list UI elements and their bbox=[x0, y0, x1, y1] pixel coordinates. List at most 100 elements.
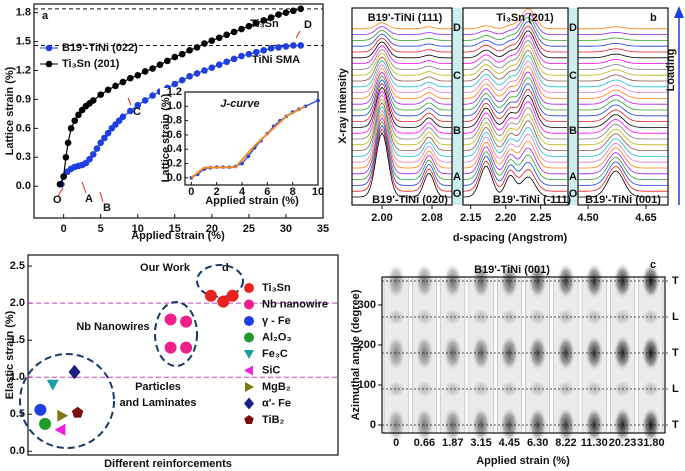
x-tick-label: 5 bbox=[98, 223, 104, 235]
x-tick-label: 0 bbox=[61, 223, 67, 235]
data-point bbox=[119, 78, 127, 86]
data-point bbox=[260, 46, 268, 54]
annotation: Ti₃Sn bbox=[250, 18, 279, 30]
y-tick-label: 0.6 bbox=[167, 129, 182, 141]
diffraction-profile bbox=[352, 90, 452, 134]
y-tick-label: 0.3 bbox=[16, 151, 31, 163]
diffraction-profile bbox=[578, 119, 668, 134]
diffraction-profile bbox=[463, 60, 567, 93]
arrow-label: Loading bbox=[665, 49, 677, 92]
diffraction-profile bbox=[578, 133, 668, 151]
segment-frame bbox=[351, 7, 453, 206]
data-point bbox=[180, 341, 193, 354]
intensity-blob bbox=[556, 407, 576, 443]
inset-x-title: Applied strain (%) bbox=[205, 195, 299, 207]
diffraction-profile bbox=[352, 117, 452, 175]
data-point bbox=[238, 25, 245, 33]
peak-label: B19'-TiNi (020) bbox=[372, 194, 448, 206]
stage-label: D bbox=[569, 22, 577, 34]
legend-marker bbox=[244, 299, 254, 310]
data-point bbox=[297, 5, 305, 13]
x-tick-label: 0 bbox=[188, 186, 194, 198]
x-tick-label: 20.23 bbox=[609, 437, 637, 449]
diffraction-profile bbox=[578, 58, 668, 64]
data-point bbox=[230, 28, 238, 36]
plot-frame bbox=[381, 276, 666, 434]
diffraction-profile bbox=[463, 113, 567, 146]
intensity-blob bbox=[443, 380, 462, 398]
annotation: D bbox=[304, 19, 312, 31]
y-axis-title: Azimuthal angle (degree) bbox=[350, 289, 362, 420]
diffraction-profile bbox=[463, 133, 567, 163]
x-tick-label: 4.65 bbox=[635, 212, 656, 224]
diffraction-profile bbox=[352, 105, 452, 157]
diffraction-profile bbox=[352, 71, 452, 105]
y-tick-label: 1.2 bbox=[16, 64, 31, 76]
annotation-arrow bbox=[57, 187, 64, 197]
intensity-blob bbox=[386, 407, 406, 443]
data-point bbox=[62, 153, 70, 161]
data-point bbox=[316, 98, 320, 103]
annotation: O bbox=[53, 194, 62, 206]
y-tick-label: 0 bbox=[370, 419, 376, 431]
diffraction-profile bbox=[463, 127, 567, 157]
y-tick-label: 0.9 bbox=[16, 93, 31, 105]
stage-label: C bbox=[453, 70, 461, 82]
data-point bbox=[101, 134, 108, 142]
data-point bbox=[112, 82, 119, 90]
diffraction-profile bbox=[352, 41, 452, 59]
legend-label: γ - Fe bbox=[262, 315, 291, 327]
data-point bbox=[267, 14, 275, 21]
intensity-blob bbox=[443, 308, 462, 326]
annotation-arrow bbox=[295, 30, 301, 39]
diffraction-profile bbox=[463, 16, 567, 41]
x-tick-label: 10 bbox=[132, 223, 144, 235]
x-tick-label: 6 bbox=[264, 186, 270, 198]
data-point bbox=[93, 145, 101, 152]
x-tick-label: 8 bbox=[290, 186, 296, 198]
intensity-blob bbox=[556, 308, 576, 326]
diffraction-profile bbox=[578, 64, 668, 70]
data-point bbox=[267, 45, 275, 52]
legend-marker bbox=[45, 44, 53, 52]
x-tick-label: 2.08 bbox=[421, 212, 442, 224]
diffraction-profile bbox=[578, 37, 668, 41]
data-point bbox=[290, 42, 297, 49]
intensity-blob bbox=[415, 407, 434, 443]
y-tick-label: 2.0 bbox=[10, 297, 25, 309]
data-point bbox=[104, 129, 112, 137]
peak-label: B19'-TiNi (-111) bbox=[493, 194, 572, 206]
annotation: A bbox=[85, 193, 93, 205]
stage-label: C bbox=[569, 70, 577, 82]
diffraction-profile bbox=[578, 79, 668, 88]
section-gap bbox=[568, 8, 578, 205]
legend-marker bbox=[244, 397, 254, 410]
x-tick-label: 20 bbox=[206, 223, 218, 235]
diffraction-profile bbox=[352, 132, 452, 198]
diffraction-profile bbox=[578, 69, 668, 76]
legend-label: Al₂O₃ bbox=[262, 331, 292, 343]
data-point bbox=[127, 74, 134, 82]
data-point bbox=[54, 423, 66, 436]
data-point bbox=[282, 9, 290, 16]
data-point bbox=[282, 43, 290, 50]
panel-label: c bbox=[650, 259, 656, 271]
intensity-blob bbox=[471, 308, 491, 326]
diffraction-profile bbox=[463, 40, 567, 70]
diffraction-profile bbox=[463, 71, 567, 105]
diffraction-profile bbox=[463, 8, 567, 30]
intensity-blob bbox=[528, 335, 547, 371]
diffraction-profile bbox=[463, 50, 567, 82]
x-tick-label: 0.66 bbox=[414, 437, 435, 449]
data-point bbox=[34, 403, 47, 416]
diffraction-profile bbox=[463, 156, 567, 186]
intensity-blob bbox=[415, 263, 434, 299]
intensity-blob bbox=[415, 335, 434, 371]
data-point bbox=[67, 125, 75, 132]
stage-label: O bbox=[453, 188, 462, 200]
diffraction-profile bbox=[578, 142, 668, 163]
intensity-blob bbox=[415, 380, 434, 398]
intensity-blob bbox=[471, 335, 491, 371]
y-tick-label: 1.5 bbox=[16, 36, 31, 48]
